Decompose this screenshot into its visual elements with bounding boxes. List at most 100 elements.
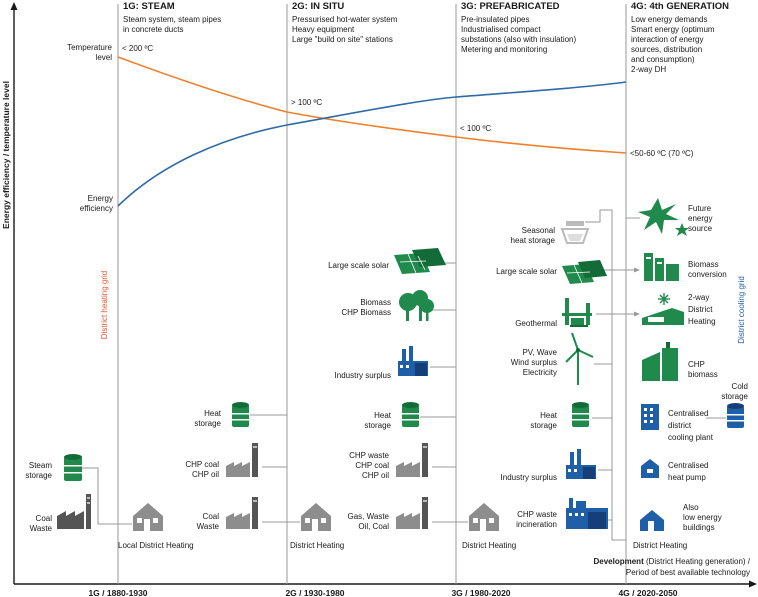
source-label: Large scale solar [496, 267, 557, 276]
house-icon [301, 503, 331, 531]
house-icon [133, 503, 163, 531]
right-label: heat pump [668, 473, 706, 482]
gen-4g-right-column: Future energy source Biomass conversion … [612, 198, 749, 532]
x-axis-ticks: 1G / 1880-1930 2G / 1930-1980 3G / 1980-… [88, 588, 677, 597]
x-axis-label-line2: Period of best available technology [626, 568, 750, 577]
energy-efficiency-label: Energy [88, 194, 113, 203]
source-label: Heat [204, 409, 222, 418]
source-label: Waste [30, 524, 53, 533]
temp-point-3g: < 100 ºC [460, 124, 491, 133]
tick-1g: 1G / 1880-1930 [88, 588, 147, 597]
generation-3g-header: 3G: PREFABRICATED Pre-insulated pipes In… [461, 1, 577, 54]
heat-storage-icon [572, 402, 589, 427]
energy-efficiency-label: efficiency [80, 204, 113, 213]
right-label: Future [688, 204, 712, 213]
gen-desc-4g-line: sources, distribution [631, 45, 702, 54]
source-label: Biomass [360, 298, 391, 307]
heat-storage-icon [402, 402, 419, 427]
solar-panel-icon [394, 248, 446, 274]
right-label: energy [688, 214, 712, 223]
generation-1g-header: 1G: STEAM Steam system, steam pipes in c… [123, 1, 221, 34]
gen-desc-3g-line: Pre-insulated pipes [461, 15, 529, 24]
source-label: storage [25, 471, 52, 480]
source-label: storage [364, 421, 391, 430]
right-label: Biomass [688, 260, 719, 269]
source-label: incineration [516, 520, 557, 529]
chp-biomass-icon [642, 342, 678, 381]
gen-desc-3g-line: Metering and monitoring [461, 45, 547, 54]
right-label: source [688, 224, 713, 233]
gen-desc-2g-line: Heavy equipment [292, 25, 355, 34]
tick-2g: 2G / 1930-1980 [285, 588, 344, 597]
right-label: Heating [688, 317, 716, 326]
gen-4g-network: Seasonal heat storage Large scale solar … [496, 209, 687, 550]
steam-storage-icon [64, 454, 82, 481]
chp-plant-icon [396, 443, 428, 477]
efficiency-curve [117, 81, 627, 207]
district-heating-grid-label: District heating grid [100, 271, 109, 339]
low-energy-building-icon [640, 510, 664, 531]
right-label: District [688, 305, 713, 314]
district-cooling-grid-label: District cooling grid [737, 276, 746, 344]
source-label: Gas, Waste [348, 512, 390, 521]
source-label: Electricity [523, 368, 557, 377]
source-label: CHP waste [349, 451, 389, 460]
cold-storage-label: Cold [732, 382, 748, 391]
generation-2g-header: 2G: IN SITU Pressurised hot-water system… [292, 1, 398, 44]
source-label: Seasonal [522, 226, 556, 235]
right-label: district [668, 421, 692, 430]
gen-desc-4g-line: Low energy demands [631, 15, 708, 24]
right-label: cooling plant [668, 433, 714, 442]
source-label: Geothermal [515, 319, 557, 328]
gen-desc-4g-line: interaction of energy [631, 35, 704, 44]
source-label: heat storage [511, 236, 556, 245]
temperature-level-label: Temperature [67, 43, 112, 52]
right-label: Centralised [668, 409, 708, 418]
geothermal-icon [562, 298, 592, 327]
coal-plant-icon [57, 494, 91, 529]
gen-desc-1g-line: Steam system, steam pipes [123, 15, 221, 24]
x-axis-label: Development (District Heating generation… [594, 557, 751, 566]
industry-icon [566, 449, 596, 479]
gen-desc-2g-line: Large "build on site" stations [292, 35, 393, 44]
gen-desc-3g-line: Industrialised compact [461, 25, 541, 34]
temp-point-4g: <50-60 ºC (70 ºC) [630, 149, 694, 158]
right-label: buildings [683, 523, 715, 532]
source-label: Coal [203, 512, 220, 521]
seasonal-heat-storage-icon [560, 221, 590, 244]
source-label: Industry surplus [335, 371, 391, 380]
industry-icon [398, 346, 428, 376]
gen-title-4g: 4G: 4th GENERATION [631, 1, 729, 12]
source-label: CHP Biomass [341, 308, 391, 317]
source-label: Wind surplus [511, 358, 557, 367]
source-label: Coal [36, 514, 53, 523]
temperature-curve [117, 56, 627, 154]
right-label: Also [683, 503, 699, 512]
gen-desc-4g-line: Smart energy (optimum [631, 25, 715, 34]
y-axis-label: Energy efficiency / temperature level [1, 81, 11, 229]
coal-plant-icon [226, 497, 258, 529]
biomass-conversion-icon [644, 253, 679, 281]
generation-4g-header: 4G: 4th GENERATION Low energy demands Sm… [631, 1, 729, 74]
sink-label: District Heating [462, 541, 516, 550]
right-label: conversion [688, 270, 727, 279]
gas-plant-icon [396, 497, 428, 529]
axes: Energy efficiency / temperature level [1, 2, 757, 588]
right-label: low energy [683, 513, 722, 522]
gen-desc-2g-line: Pressurised hot-water system [292, 15, 398, 24]
sink-label: District Heating [633, 541, 687, 550]
source-label: CHP oil [192, 470, 219, 479]
source-label: Oil, Coal [358, 522, 389, 531]
future-energy-star-icon [638, 198, 689, 236]
temperature-level-label: level [96, 53, 113, 62]
right-label: 2-way [688, 293, 709, 302]
source-label: PV, Wave [522, 348, 557, 357]
biomass-trees-icon [399, 290, 434, 321]
gen-1g-network: Steam storage Coal Waste Local District … [25, 454, 194, 550]
right-label: Centralised [668, 461, 708, 470]
solar-panel-icon [562, 260, 607, 284]
gen-title-2g: 2G: IN SITU [292, 1, 344, 12]
source-label: CHP coal [355, 461, 389, 470]
gen-desc-1g-line: in concrete ducts [123, 25, 183, 34]
